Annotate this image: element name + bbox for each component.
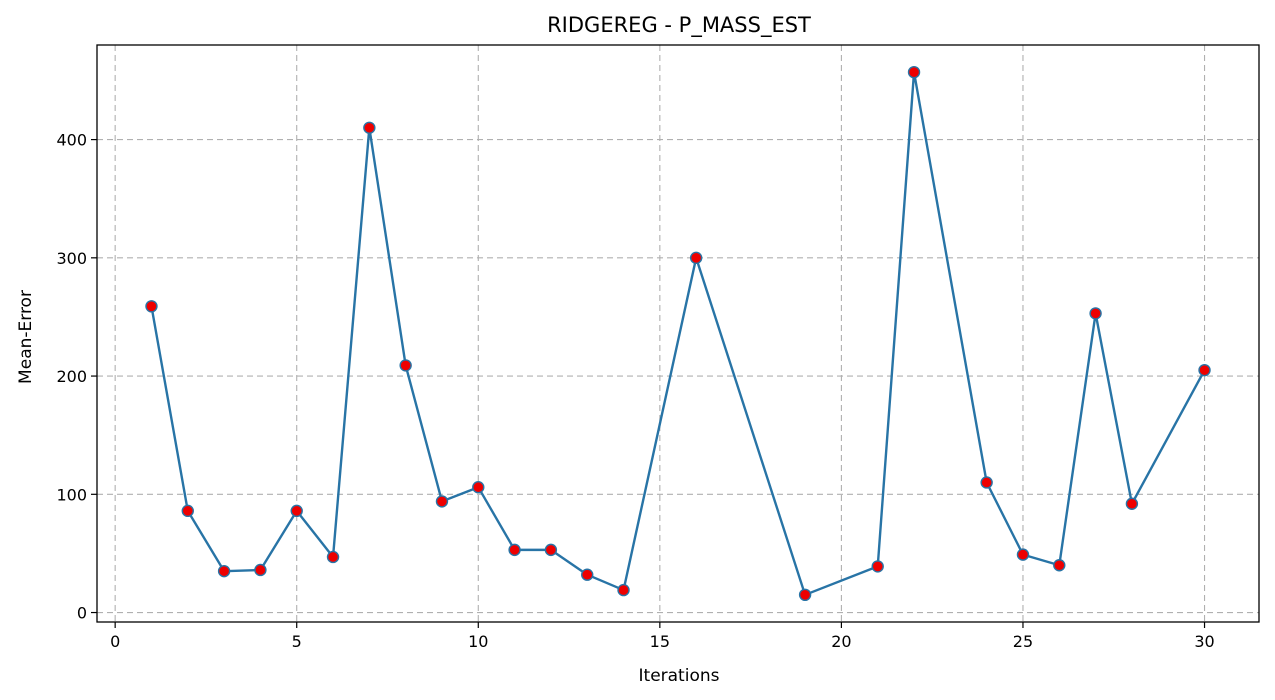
data-point [290,504,303,518]
y-tick-label: 200 [56,367,87,386]
x-axis-ticks: 0 5 10 15 20 25 30 [110,622,1215,651]
data-point [617,583,630,597]
data-points [145,65,1211,602]
data-point [326,550,340,564]
x-tick-label: 5 [292,632,302,651]
series-line [150,70,1206,597]
y-tick-label: 0 [77,604,87,623]
y-axis-ticks: 0 100 200 300 400 [56,131,97,623]
chart-title: RIDGEREG - P_MASS_EST [547,13,811,38]
data-point [980,476,993,489]
data-point [217,564,231,578]
x-tick-label: 15 [650,632,670,651]
y-tick-label: 400 [56,131,87,150]
x-tick-label: 0 [110,632,120,651]
data-point [145,300,158,313]
data-point [798,588,812,602]
data-point [871,560,884,573]
x-tick-label: 30 [1194,632,1214,651]
data-point [1198,363,1211,377]
data-point [472,481,485,494]
data-point [581,568,594,581]
x-tick-label: 25 [1013,632,1033,651]
y-axis-label: Mean-Error [16,290,36,384]
data-point [254,563,267,577]
data-point [1125,497,1139,510]
data-point [544,543,558,557]
data-point [689,251,703,265]
data-point [907,65,921,79]
data-point [1089,307,1102,320]
data-point [1016,548,1030,561]
x-axis-label: Iterations [639,666,720,686]
y-tick-label: 300 [56,249,87,268]
data-point [1053,559,1066,572]
data-point [363,121,376,134]
y-tick-label: 100 [56,485,87,504]
data-point [181,504,194,518]
grid [97,45,1259,622]
data-point [399,359,412,372]
series-line-layer [150,70,1206,597]
data-point [435,495,449,508]
x-tick-label: 10 [468,632,488,651]
data-point [508,543,521,557]
x-tick-label: 20 [831,632,851,651]
plot-area-frame [96,44,1260,623]
